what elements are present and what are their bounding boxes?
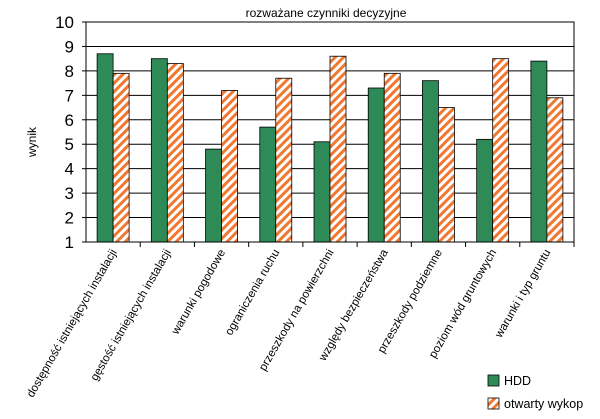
y-tick-label: 2: [65, 209, 74, 228]
legend: HDD otwarty wykop: [487, 374, 583, 411]
x-tick-label: przeszkody podziemne: [376, 248, 445, 356]
bar-hdd: [96, 53, 114, 243]
x-tick-label: dostępność istniejących instalacji: [25, 248, 120, 400]
bar-hdd: [259, 126, 277, 243]
bar-otwarty-wykop: [546, 97, 564, 243]
bar-hdd: [367, 87, 385, 243]
bar-otwarty-wykop: [166, 63, 184, 243]
bars: [96, 53, 564, 243]
x-tick-label: warunki i typ gruntu: [493, 248, 554, 341]
bar-hdd: [150, 58, 168, 243]
x-tick-label: warunki pogodowe: [169, 247, 228, 337]
y-tick-label: 9: [65, 37, 74, 56]
y-tick-label: 5: [65, 135, 74, 154]
y-tick-label: 1: [65, 233, 74, 252]
chart-title: rozważane czynniki decyzyjne: [246, 6, 407, 20]
legend-label-otwarty-wykop: otwarty wykop: [504, 397, 583, 411]
legend-label-hdd: HDD: [504, 374, 531, 388]
bar-otwarty-wykop: [383, 72, 401, 243]
y-axis-label: wynik: [25, 126, 39, 158]
bar-otwarty-wykop: [221, 90, 238, 243]
legend-swatch-otwarty-wykop: [487, 397, 500, 410]
bar-hdd: [476, 138, 494, 243]
plot-area-frame: [85, 21, 575, 243]
y-tick-label: 6: [65, 111, 74, 130]
y-tick-label: 10: [55, 13, 74, 32]
bar-otwarty-wykop: [329, 55, 347, 243]
bar-otwarty-wykop: [275, 77, 293, 243]
y-axis-ticks: 1 2 3 4 5 6 7 8 9 10: [55, 13, 86, 252]
bar-otwarty-wykop: [438, 107, 455, 243]
bar-hdd: [422, 80, 439, 243]
y-tick-label: 4: [65, 160, 74, 179]
x-tick-label: ograniczenia ruchu: [223, 248, 282, 338]
bar-otwarty-wykop: [112, 72, 130, 243]
bar-hdd: [530, 60, 548, 243]
y-tick-label: 8: [65, 62, 74, 81]
legend-swatch-hdd: [487, 374, 500, 387]
y-tick-label: 7: [65, 86, 74, 105]
bar-hdd: [313, 141, 331, 243]
y-tick-label: 3: [65, 184, 74, 203]
bar-otwarty-wykop: [492, 58, 510, 243]
bar-hdd: [205, 148, 222, 243]
